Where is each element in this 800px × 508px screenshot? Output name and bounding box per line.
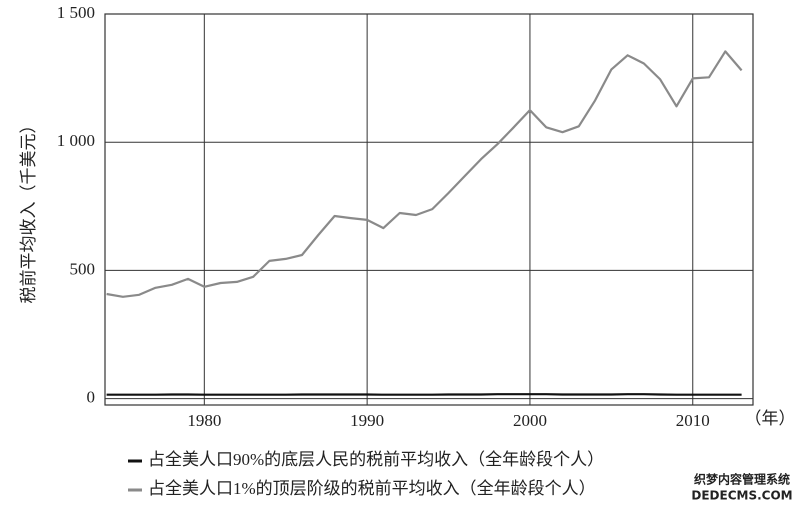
data-line <box>106 393 742 396</box>
watermark: DEDECMS.COM <box>691 489 792 503</box>
x-tick-label: 1990 <box>350 411 384 430</box>
legend-label: 占全美人口90%的底层人民的税前平均收入（全年龄段个人） <box>148 450 604 469</box>
legend-label: 占全美人口1%的顶层阶级的税前平均收入（全年龄段个人） <box>148 479 596 498</box>
watermark: 织梦内容管理系统 <box>694 472 790 487</box>
x-axis-unit: （年） <box>745 409 796 428</box>
y-tick-label: 0 <box>87 387 96 406</box>
x-tick-label: 2010 <box>676 411 710 430</box>
y-tick-label: 1 000 <box>57 131 95 150</box>
x-tick-label: 1980 <box>187 411 221 430</box>
data-line <box>106 50 743 298</box>
y-tick-label: 500 <box>70 259 96 278</box>
y-tick-label: 1 500 <box>57 3 95 22</box>
x-tick-label: 2000 <box>513 411 547 430</box>
watermark-bg <box>684 470 800 508</box>
y-axis-label: 税前平均收入（千美元） <box>19 117 38 304</box>
